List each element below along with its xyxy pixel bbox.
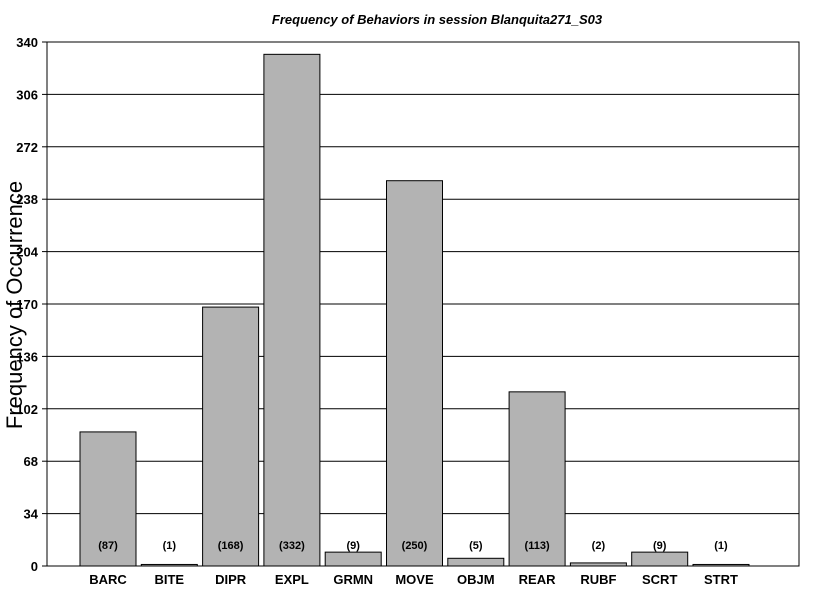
x-tick-label-grmn: GRMN xyxy=(333,572,373,587)
bar-rear xyxy=(508,391,566,567)
x-tick-label-expl: EXPL xyxy=(275,572,309,587)
x-axis-ticks: BARC BITE DIPR EXPL GRMN MOVE OBJM REAR RUBF SCRT… xyxy=(89,572,738,587)
y-tick-label: 238 xyxy=(16,192,38,207)
data-label-objm: (5) xyxy=(469,540,483,552)
x-tick-label-objm: OBJM xyxy=(457,572,495,587)
y-tick-label: 170 xyxy=(16,297,38,312)
data-label-move: (250) xyxy=(402,540,428,552)
y-tick-label: 0 xyxy=(31,559,38,574)
y-tick-label: 102 xyxy=(16,402,38,417)
y-tick-label: 68 xyxy=(24,454,38,469)
data-label-dipr: (168) xyxy=(218,540,244,552)
x-tick-label-rear: REAR xyxy=(519,572,556,587)
x-tick-label-move: MOVE xyxy=(395,572,434,587)
y-axis-ticks: 0 34 68 102 136 170 204 238 272 306 340 xyxy=(16,35,47,574)
bar-objm xyxy=(447,557,505,567)
bar-grmn xyxy=(324,551,382,567)
bar-expl xyxy=(263,53,321,567)
y-axis-label: Frequency of Occurrence xyxy=(2,181,27,429)
y-tick-label: 306 xyxy=(16,87,38,102)
data-label-bite: (1) xyxy=(163,540,177,552)
x-tick-label-strt: STRT xyxy=(704,572,738,587)
bar-barc xyxy=(79,431,137,567)
chart-title: Frequency of Behaviors in session Blanqu… xyxy=(272,12,603,27)
x-tick-label-bite: BITE xyxy=(154,572,184,587)
data-label-grmn: (9) xyxy=(346,540,360,552)
data-label-rear: (113) xyxy=(525,540,550,552)
x-tick-label-barc: BARC xyxy=(89,572,127,587)
data-labels: (87) (1) (168) (332) (9) (250) (5) (113) (2) (9) (… xyxy=(98,540,728,552)
y-tick-label: 34 xyxy=(24,507,39,522)
data-label-strt: (1) xyxy=(714,540,728,552)
y-tick-label: 136 xyxy=(16,349,38,364)
bar-scrt xyxy=(631,551,689,567)
y-tick-label: 204 xyxy=(16,245,38,260)
bar-move xyxy=(386,180,443,567)
bar-dipr xyxy=(202,306,260,567)
x-tick-label-dipr: DIPR xyxy=(215,572,247,587)
x-tick-label-rubf: RUBF xyxy=(580,572,616,587)
y-tick-label: 340 xyxy=(16,35,38,50)
x-tick-label-scrt: SCRT xyxy=(642,572,677,587)
data-label-rubf: (2) xyxy=(592,540,606,552)
data-label-barc: (87) xyxy=(98,540,118,552)
bars xyxy=(79,53,750,567)
data-label-scrt: (9) xyxy=(653,540,667,552)
y-tick-label: 272 xyxy=(16,140,38,155)
data-label-expl: (332) xyxy=(279,540,305,552)
